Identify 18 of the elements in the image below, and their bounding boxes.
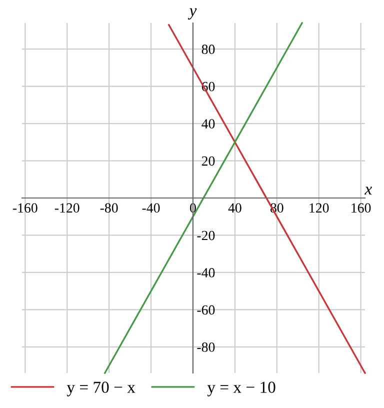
x-tick-label: 120 — [310, 203, 329, 213]
x-tick-label: 160 — [352, 203, 371, 213]
legend-label: y = x − 10 — [207, 382, 276, 396]
x-tick-label: 40 — [228, 203, 242, 213]
y-tick-label: 40 — [202, 119, 215, 128]
legend-label: y = 70 − x — [66, 382, 136, 396]
x-tick-label: -40 — [142, 203, 160, 213]
x-tick-label: -80 — [100, 203, 118, 213]
x-tick-label: -160 — [12, 203, 38, 213]
y-tick-label: -20 — [197, 230, 215, 240]
y-tick-label: 80 — [202, 44, 215, 54]
x-tick-label: -120 — [54, 203, 80, 213]
y-tick-label: -60 — [197, 305, 215, 315]
x-axis-title: x — [364, 186, 372, 194]
y-tick-label: -80 — [197, 342, 215, 352]
y-axis-title: y — [188, 8, 197, 20]
y-tick-label: -40 — [197, 268, 215, 278]
y-tick-label: 20 — [202, 156, 215, 166]
